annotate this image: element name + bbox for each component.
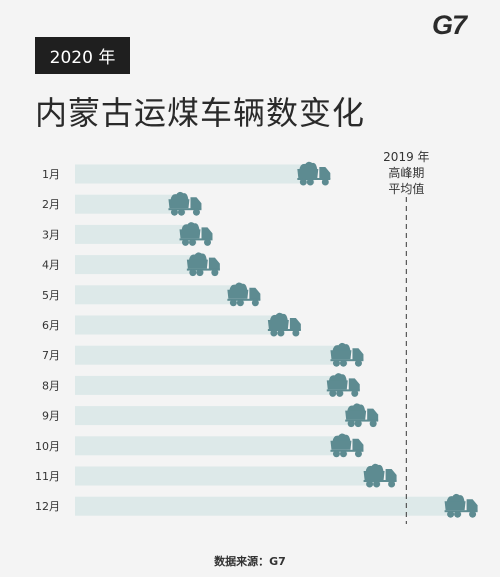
data-source: 数据来源：G7 (214, 555, 286, 568)
month-label-1: 1月 (42, 168, 60, 181)
bar-12 (75, 496, 462, 516)
bar-1 (75, 164, 315, 184)
month-label-10: 10月 (35, 440, 60, 453)
month-label-5: 5月 (42, 289, 60, 302)
bars-layer (75, 164, 462, 516)
month-label-9: 9月 (42, 410, 60, 423)
bar-5 (75, 285, 245, 305)
bar-11 (75, 466, 381, 486)
reference-line-label-1: 2019 年 (383, 150, 429, 164)
month-label-4: 4月 (42, 259, 60, 272)
chart-title: 内蒙古运煤车辆数变化 (35, 94, 366, 132)
year-badge: 2020 年 (35, 37, 130, 74)
month-label-7: 7月 (42, 349, 60, 362)
month-label-3: 3月 (42, 228, 60, 241)
month-label-6: 6月 (42, 319, 60, 332)
bar-4 (75, 255, 204, 275)
bar-9 (75, 406, 363, 426)
reference-line-label-3: 平均值 (388, 181, 424, 196)
month-label-12: 12月 (35, 500, 60, 513)
month-label-8: 8月 (42, 379, 60, 392)
month-label-11: 11月 (35, 470, 60, 483)
truck-markers (168, 161, 478, 518)
bar-8 (75, 375, 344, 395)
bar-7 (75, 345, 348, 365)
month-label-2: 2月 (42, 198, 60, 211)
month-labels: 1月 2月 3月 4月 5月 6月 7月 8月 9月 10月 11月 12月 (35, 168, 60, 513)
bar-2 (75, 194, 186, 214)
bar-10 (75, 436, 348, 456)
bar-3 (75, 224, 197, 244)
bar-6 (75, 315, 285, 335)
g7-logo: G7 (432, 10, 467, 40)
reference-line-label-2: 高峰期 (388, 165, 424, 180)
